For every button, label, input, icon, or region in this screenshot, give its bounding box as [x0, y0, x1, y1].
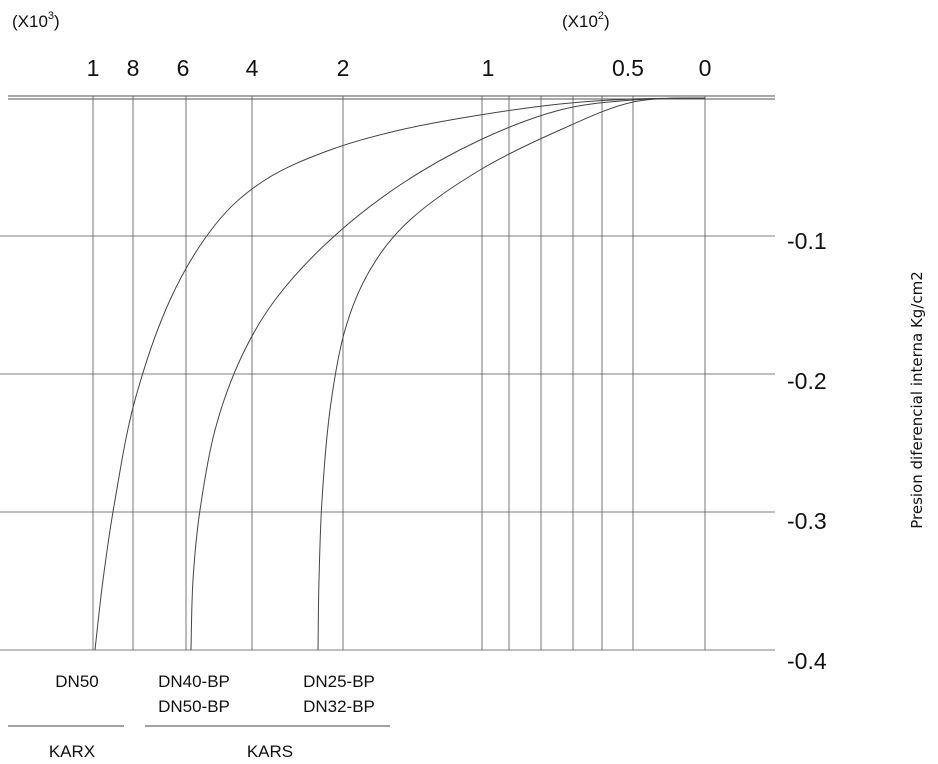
curves — [94, 97, 706, 651]
y-tick-label: -0.2 — [787, 368, 827, 394]
model-label: DN25-BP — [303, 672, 375, 691]
model-labels: DN50 DN40-BP DN50-BP DN25-BP DN32-BP — [55, 672, 375, 716]
group-label: KARS — [247, 742, 293, 761]
top-axis: (X103) (X102) 1 8 6 4 2 1 0.5 0 — [12, 10, 711, 81]
top-tick-label: 1 — [87, 55, 100, 81]
top-tick-label: 1 — [482, 55, 495, 81]
y-axis-ticks: -0.1 -0.2 -0.3 -0.4 — [787, 228, 827, 674]
series-curve-2 — [190, 97, 706, 651]
top-tick-label: 6 — [177, 55, 190, 81]
top-tick-label: 4 — [246, 55, 259, 81]
model-label: DN50-BP — [158, 697, 230, 716]
y-tick-label: -0.3 — [787, 508, 827, 534]
multiplier-thousands: (X103) — [12, 10, 60, 31]
gridlines — [0, 95, 775, 651]
top-tick-label: 8 — [127, 55, 140, 81]
y-tick-label: -0.4 — [787, 648, 827, 674]
top-tick-label: 0.5 — [612, 55, 644, 81]
y-axis-label: Presion diferencial interna Kg/cm2 — [908, 271, 926, 529]
y-tick-label: -0.1 — [787, 228, 827, 254]
series-curve-3 — [317, 97, 706, 651]
series-curve-1 — [94, 97, 706, 651]
model-label: DN50 — [55, 672, 98, 691]
model-label: DN40-BP — [158, 672, 230, 691]
multiplier-hundreds: (X102) — [562, 10, 610, 31]
model-label: DN32-BP — [303, 697, 375, 716]
top-tick-label: 0 — [699, 55, 712, 81]
top-tick-label: 2 — [337, 55, 350, 81]
group-label: KARX — [49, 742, 95, 761]
